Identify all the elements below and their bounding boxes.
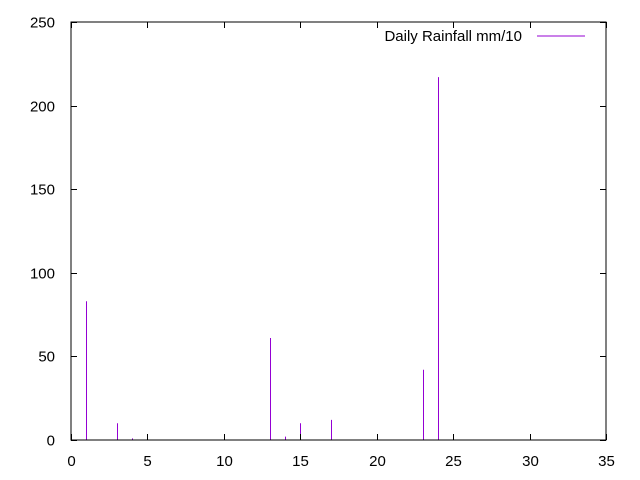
bars-group bbox=[86, 77, 439, 440]
x-tick-label-10: 10 bbox=[216, 453, 233, 470]
x-tick-label-35: 35 bbox=[598, 453, 615, 470]
x-tick-label-5: 5 bbox=[143, 453, 151, 470]
ticks-group: 0 5 10 15 20 25 30 35 0 50 100 150 200 250 bbox=[30, 15, 615, 471]
x-tick-label-15: 15 bbox=[292, 453, 309, 470]
plot-frame bbox=[70, 21, 607, 441]
y-tick-label-100: 100 bbox=[30, 266, 55, 283]
y-tick-label-150: 150 bbox=[30, 182, 55, 199]
y-tick-label-50: 50 bbox=[38, 349, 55, 366]
x-tick-label-0: 0 bbox=[67, 453, 75, 470]
y-tick-label-200: 200 bbox=[30, 99, 55, 116]
y-tick-label-250: 250 bbox=[30, 15, 55, 32]
legend-label-daily-rainfall: Daily Rainfall mm/10 bbox=[384, 28, 522, 45]
x-tick-label-20: 20 bbox=[369, 453, 386, 470]
y-tick-label-0: 0 bbox=[47, 433, 55, 450]
x-tick-label-30: 30 bbox=[522, 453, 539, 470]
legend: Daily Rainfall mm/10 bbox=[384, 28, 585, 45]
x-tick-label-25: 25 bbox=[445, 453, 462, 470]
